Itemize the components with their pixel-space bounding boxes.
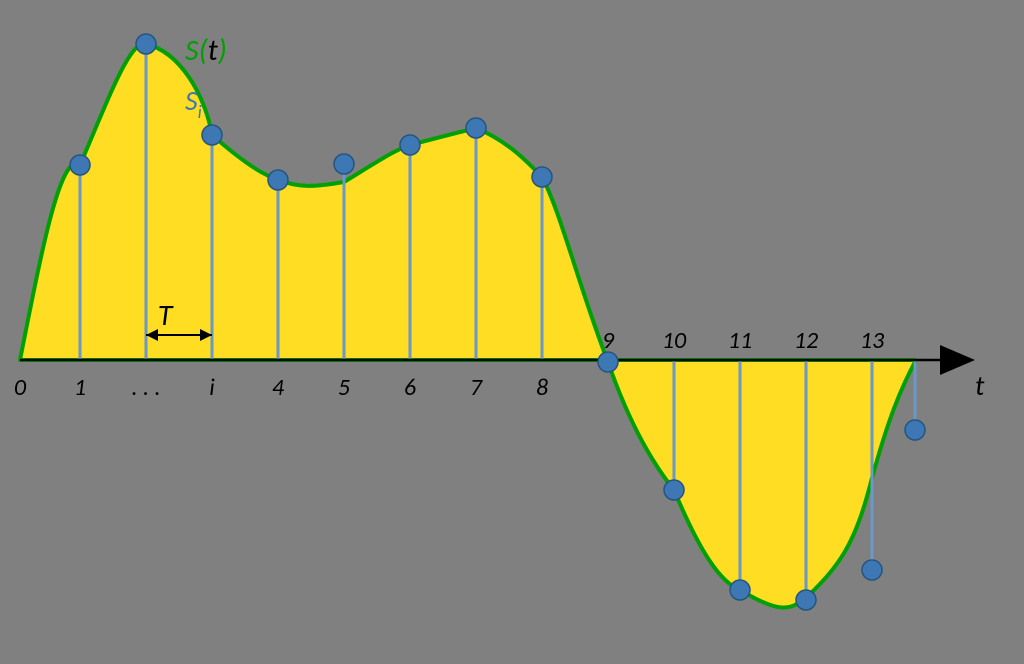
tick-label: . . .: [131, 373, 160, 402]
tick-label: 12: [794, 326, 818, 355]
tick-label: 7: [470, 373, 483, 402]
sample-marker: [862, 560, 882, 580]
sample-marker: [136, 34, 156, 54]
tick-label: 13: [860, 326, 885, 355]
tick-label: 4: [272, 373, 285, 402]
period-label: T: [158, 297, 174, 334]
sample-marker: [202, 125, 222, 145]
sample-marker: [796, 590, 816, 610]
tick-label: i: [209, 373, 215, 402]
tick-label: 10: [662, 326, 687, 355]
sample-marker: [598, 352, 618, 372]
sample-marker: [400, 135, 420, 155]
sample-marker: [730, 580, 750, 600]
sample-marker: [70, 155, 90, 175]
curve-label: S(t): [185, 32, 227, 69]
tick-label-0: 0: [14, 373, 27, 402]
axis-label-t: t: [975, 368, 985, 403]
sample-marker: [532, 167, 552, 187]
tick-label: 9: [602, 326, 615, 355]
sample-marker: [334, 154, 354, 174]
sample-marker: [905, 420, 925, 440]
tick-label: 6: [404, 373, 416, 402]
sample-marker: [664, 480, 684, 500]
tick-label: 11: [728, 326, 752, 355]
tick-label: 8: [536, 373, 548, 402]
sample-marker: [466, 118, 486, 138]
tick-label: 1: [74, 373, 86, 402]
sample-marker: [268, 170, 288, 190]
tick-label: 5: [338, 373, 350, 402]
